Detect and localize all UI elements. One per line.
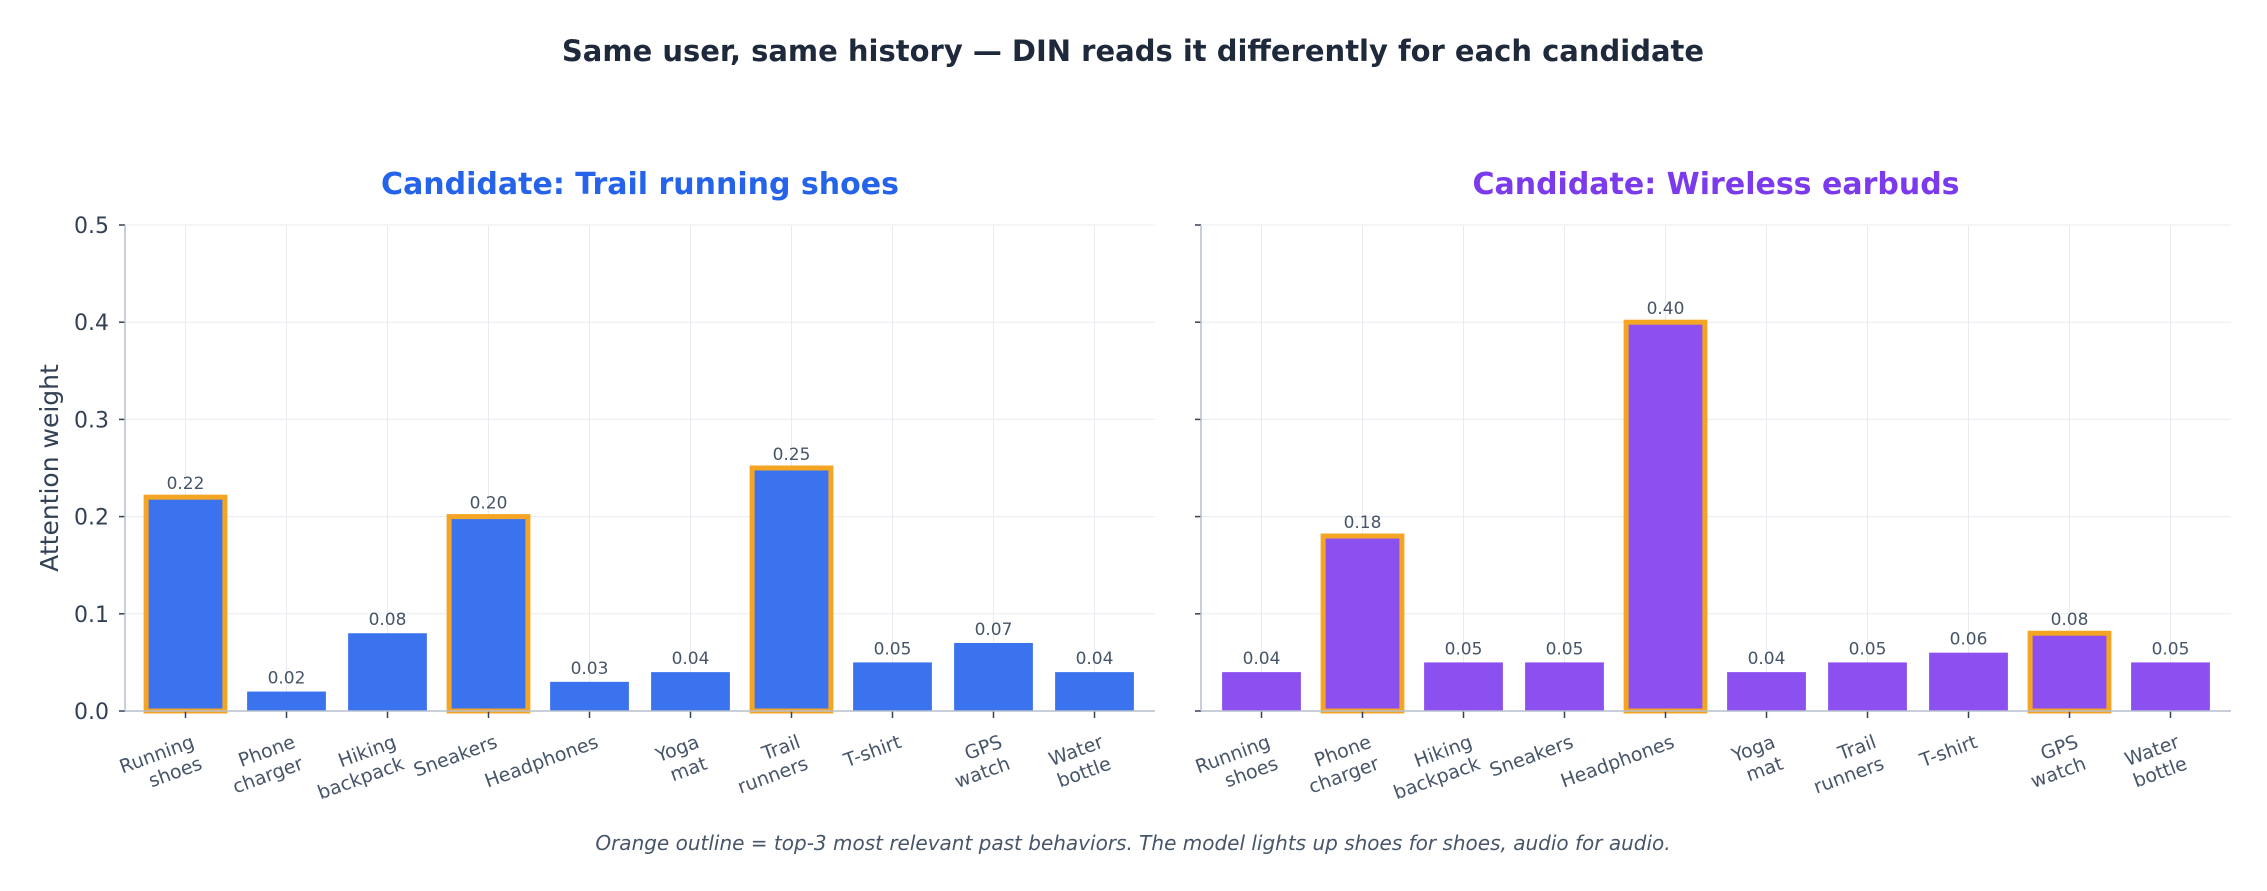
x-tick-label: Headphones	[482, 731, 601, 792]
figure-title: Same user, same history — DIN reads it d…	[562, 34, 1704, 68]
bar-value-label: 0.06	[1950, 630, 1988, 650]
bar	[2131, 662, 2210, 711]
bar-value-label: 0.18	[1344, 513, 1382, 533]
chart-panel-1: Candidate: Trail running shoes0.00.10.20…	[35, 167, 1155, 804]
x-tick-label: GPSwatch	[944, 731, 1013, 793]
bar-value-label: 0.25	[773, 445, 811, 465]
bar-value-label: 0.04	[1748, 649, 1786, 669]
bar	[1055, 672, 1134, 711]
panel-title: Candidate: Trail running shoes	[381, 167, 899, 202]
chart-panels: Candidate: Trail running shoes0.00.10.20…	[35, 167, 2231, 804]
bar-highlighted	[2027, 630, 2112, 714]
bar	[348, 633, 427, 711]
y-tick-label: 0.1	[74, 603, 109, 628]
bar-value-label: 0.02	[268, 669, 306, 689]
y-axis-label: Attention weight	[35, 364, 64, 572]
x-tick-label: Phonecharger	[222, 731, 306, 798]
bar	[1828, 662, 1907, 711]
bar-highlighted	[446, 514, 531, 714]
panel-title: Candidate: Wireless earbuds	[1472, 167, 1959, 202]
bar-highlighted	[1623, 319, 1708, 714]
bar-highlighted	[749, 465, 834, 714]
x-tick-label: Waterbottle	[2122, 731, 2190, 793]
bar-value-label: 0.05	[874, 639, 912, 659]
bar	[1727, 672, 1806, 711]
bar-value-label: 0.08	[369, 610, 407, 630]
x-tick-label-line: Headphones	[1558, 731, 1677, 792]
y-tick-label: 0.3	[74, 408, 109, 433]
bar	[1929, 652, 2008, 711]
bar	[853, 662, 932, 711]
x-tick-label: Yogamat	[652, 731, 710, 789]
y-tick-label: 0.5	[74, 214, 109, 239]
bar-value-label: 0.05	[1445, 639, 1483, 659]
bar	[651, 672, 730, 711]
bar-value-label: 0.04	[1243, 649, 1281, 669]
figure-caption: Orange outline = top-3 most relevant pas…	[595, 831, 1670, 855]
x-tick-label: T-shirt	[1916, 731, 1980, 772]
bar	[1525, 662, 1604, 711]
bar-value-label: 0.08	[2051, 610, 2089, 630]
bar	[1222, 672, 1301, 711]
x-tick-label: Phonecharger	[1298, 731, 1382, 798]
x-tick-label: Runningshoes	[117, 731, 206, 800]
bar-highlighted	[1320, 533, 1405, 714]
chart-panel-2: Candidate: Wireless earbuds 0.04 Runningsh…	[1193, 167, 2231, 804]
bar-value-label: 0.03	[571, 659, 609, 679]
y-tick-label: 0.4	[74, 311, 109, 336]
x-tick-label: Trailrunners	[727, 731, 811, 798]
bar-value-label: 0.04	[1076, 649, 1114, 669]
bar-value-label: 0.05	[2152, 639, 2190, 659]
y-tick-label: 0.0	[74, 700, 109, 725]
bar-value-label: 0.05	[1849, 639, 1887, 659]
x-tick-label: GPSwatch	[2020, 731, 2089, 793]
bar-value-label: 0.22	[167, 474, 205, 494]
x-tick-label-line: Headphones	[482, 731, 601, 792]
bar	[247, 691, 326, 711]
x-tick-label: Hikingbackpack	[307, 731, 407, 804]
bar-value-label: 0.04	[672, 649, 710, 669]
bar-value-label: 0.05	[1546, 639, 1584, 659]
x-tick-label-line: T-shirt	[1916, 731, 1980, 772]
x-tick-label: Headphones	[1558, 731, 1677, 792]
bar-highlighted	[143, 494, 228, 714]
x-tick-label: Hikingbackpack	[1383, 731, 1483, 804]
y-tick-label: 0.2	[74, 506, 109, 531]
x-tick-label-line: T-shirt	[840, 731, 904, 772]
x-tick-label: Runningshoes	[1193, 731, 1282, 800]
bar	[1424, 662, 1503, 711]
bar-value-label: 0.40	[1647, 299, 1685, 319]
bar	[550, 681, 629, 711]
x-tick-label: Yogamat	[1728, 731, 1786, 789]
bar-value-label: 0.07	[975, 620, 1013, 640]
bar	[954, 642, 1033, 711]
x-tick-label: Waterbottle	[1046, 731, 1114, 793]
x-tick-label: Trailrunners	[1803, 731, 1887, 798]
x-tick-label: T-shirt	[840, 731, 904, 772]
bar-value-label: 0.20	[470, 494, 508, 514]
